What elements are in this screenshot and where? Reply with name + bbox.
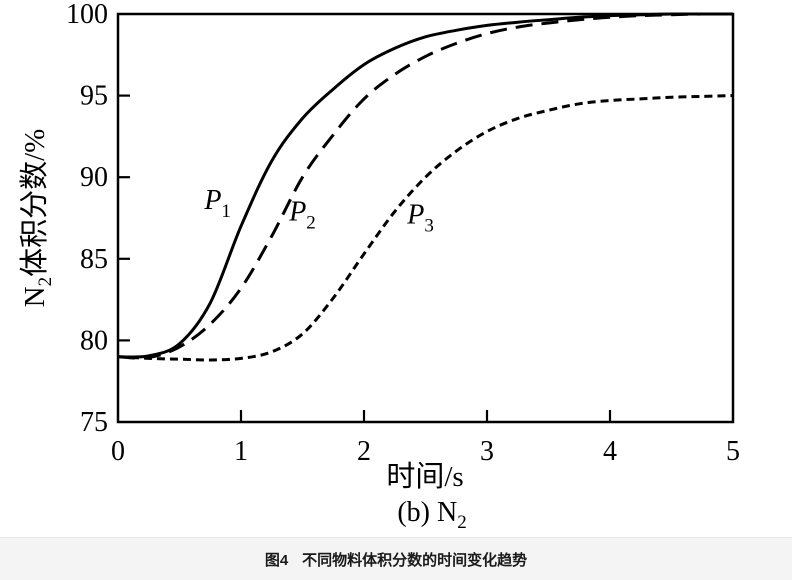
y-tick-label: 75 bbox=[80, 407, 108, 438]
series-p2-label: P2 bbox=[288, 196, 316, 233]
x-tick-label: 3 bbox=[480, 436, 494, 467]
y-tick-label: 80 bbox=[80, 325, 108, 356]
x-tick-label: 4 bbox=[603, 436, 617, 467]
x-tick-label: 1 bbox=[234, 436, 248, 467]
series-p3-curve bbox=[117, 94, 734, 362]
series-p3-label: P3 bbox=[406, 200, 434, 237]
x-tick-label: 2 bbox=[357, 436, 371, 467]
x-axis-title: 时间/s bbox=[386, 460, 463, 493]
chart-canvas: 75 80 85 90 95 100 0 1 2 3 4 5 时间/s (b) N2 N2体积分数/% P1 P… bbox=[18, 0, 740, 533]
series-p2-curve bbox=[117, 12, 734, 360]
x-tick-label: 0 bbox=[111, 436, 125, 467]
chart-subtitle: (b) N2 bbox=[397, 497, 466, 533]
y-tick-label: 90 bbox=[80, 162, 108, 193]
y-axis-title: N2体积分数/% bbox=[18, 129, 56, 308]
y-tick-label: 95 bbox=[80, 81, 108, 112]
figure-caption-text: 不同物料体积分数的时间变化趋势 bbox=[302, 552, 528, 569]
y-tick-label: 85 bbox=[80, 244, 108, 275]
x-tick-label: 5 bbox=[726, 436, 740, 467]
figure-caption-number: 图4 bbox=[264, 552, 289, 569]
y-tick-label: 100 bbox=[66, 0, 108, 30]
series-p1-label: P1 bbox=[203, 185, 231, 222]
axis-frame bbox=[116, 12, 735, 424]
figure-caption: 图4 不同物料体积分数的时间变化趋势 bbox=[0, 537, 792, 580]
